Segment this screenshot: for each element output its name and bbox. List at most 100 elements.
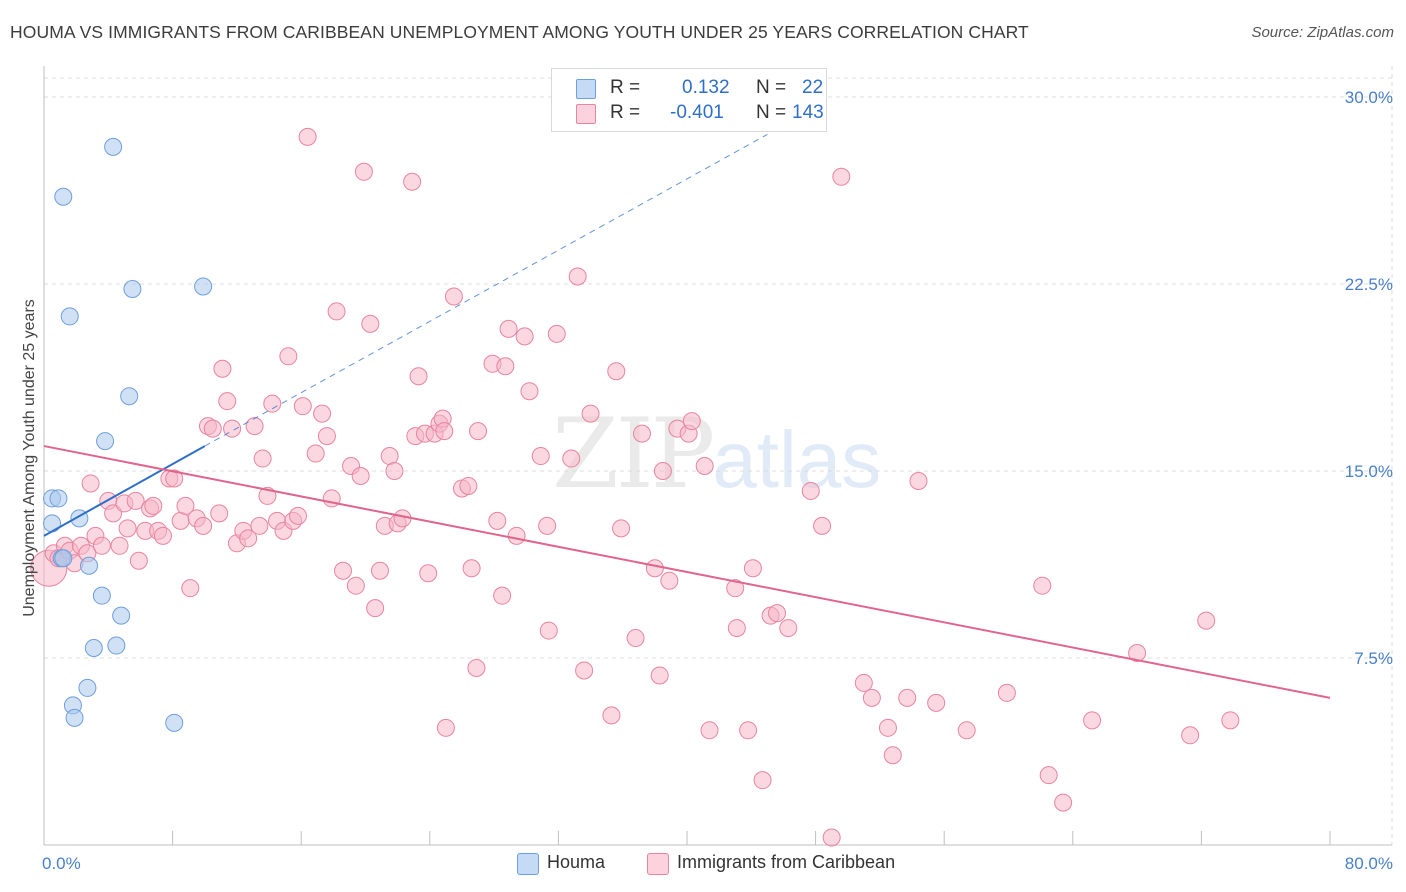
point-caribbean xyxy=(210,504,229,523)
point-caribbean xyxy=(531,447,550,466)
point-caribbean xyxy=(293,397,312,416)
point-caribbean xyxy=(607,362,626,381)
point-caribbean xyxy=(602,706,621,725)
point-houma xyxy=(65,708,84,727)
point-houma xyxy=(49,489,68,508)
legend-r-label: R = xyxy=(610,77,641,98)
point-caribbean xyxy=(1197,611,1216,630)
point-houma xyxy=(112,606,131,625)
point-caribbean xyxy=(444,287,463,306)
point-houma xyxy=(104,137,123,156)
point-caribbean xyxy=(779,619,798,638)
point-caribbean xyxy=(351,466,370,485)
point-caribbean xyxy=(632,424,651,443)
point-caribbean xyxy=(165,469,184,488)
tick-labels: 7.5% 15.0% 22.5% 30.0% 0.0% 80.0% xyxy=(42,88,1393,873)
point-caribbean xyxy=(538,516,557,535)
point-houma xyxy=(92,586,111,605)
point-caribbean xyxy=(1033,576,1052,595)
point-caribbean xyxy=(279,347,298,366)
point-caribbean xyxy=(488,511,507,530)
point-caribbean xyxy=(753,771,772,790)
point-caribbean xyxy=(660,571,679,590)
point-caribbean xyxy=(682,412,701,431)
point-houma xyxy=(43,514,62,533)
point-caribbean xyxy=(1054,793,1073,812)
point-houma xyxy=(123,279,142,298)
point-caribbean xyxy=(739,721,758,740)
axes xyxy=(43,66,1392,846)
legend-swatch-houma xyxy=(576,79,596,99)
point-caribbean xyxy=(81,474,100,493)
point-houma xyxy=(78,678,97,697)
point-caribbean xyxy=(118,519,137,538)
point-houma xyxy=(107,636,126,655)
point-caribbean xyxy=(695,457,714,476)
bottom-legend-label-caribbean: Immigrants from Caribbean xyxy=(677,852,896,872)
legend-n-label: N = xyxy=(756,102,787,123)
point-caribbean xyxy=(854,673,873,692)
point-caribbean xyxy=(496,357,515,376)
bottom-legend-swatch-caribbean xyxy=(647,853,669,875)
point-caribbean xyxy=(239,529,258,548)
point-caribbean xyxy=(768,604,787,623)
point-caribbean xyxy=(743,559,762,578)
point-caribbean xyxy=(203,419,222,438)
point-caribbean xyxy=(822,828,841,847)
point-caribbean xyxy=(1181,726,1200,745)
point-caribbean xyxy=(1083,711,1102,730)
y-tick-label: 30.0% xyxy=(1345,88,1393,107)
point-caribbean xyxy=(515,327,534,346)
point-caribbean xyxy=(459,476,478,495)
point-caribbean xyxy=(250,516,269,535)
point-caribbean xyxy=(700,721,719,740)
point-caribbean xyxy=(306,444,325,463)
point-caribbean xyxy=(653,462,672,480)
point-caribbean xyxy=(92,536,111,555)
point-houma xyxy=(80,556,99,575)
point-caribbean xyxy=(467,658,486,677)
point-caribbean xyxy=(927,693,946,712)
point-caribbean xyxy=(317,427,336,446)
point-caribbean xyxy=(144,496,163,515)
point-caribbean xyxy=(126,491,145,510)
point-caribbean xyxy=(726,579,745,598)
point-caribbean xyxy=(218,392,237,411)
point-houma xyxy=(194,277,213,296)
point-caribbean xyxy=(883,746,902,765)
point-caribbean xyxy=(327,302,346,321)
point-caribbean xyxy=(645,559,664,578)
point-caribbean xyxy=(366,599,385,618)
point-houma xyxy=(165,713,184,732)
point-caribbean xyxy=(1128,644,1147,663)
point-houma xyxy=(120,387,139,406)
point-caribbean xyxy=(832,167,851,186)
point-caribbean xyxy=(547,324,566,343)
y-tick-label: 15.0% xyxy=(1345,462,1393,481)
point-caribbean xyxy=(581,404,600,423)
point-houma xyxy=(54,549,73,568)
watermark-atlas: atlas xyxy=(712,415,882,504)
point-caribbean xyxy=(298,127,317,146)
point-caribbean xyxy=(380,447,399,466)
point-caribbean xyxy=(650,666,669,685)
legend-r-value: 0.132 xyxy=(682,77,730,98)
point-caribbean xyxy=(354,162,373,181)
point-caribbean xyxy=(333,561,352,580)
trend-lines xyxy=(43,133,1331,699)
chart-title: HOUMA VS IMMIGRANTS FROM CARIBBEAN UNEMP… xyxy=(10,22,1029,42)
point-caribbean xyxy=(104,504,123,523)
point-caribbean xyxy=(997,683,1016,702)
point-houma xyxy=(84,639,103,658)
point-caribbean xyxy=(909,471,928,490)
point-caribbean xyxy=(409,367,428,386)
point-caribbean xyxy=(539,621,558,640)
source-label: Source: ZipAtlas.com xyxy=(1251,24,1394,41)
trend-line-caribbean xyxy=(43,445,1331,699)
point-houma xyxy=(96,432,115,451)
point-caribbean xyxy=(419,564,438,583)
x-tick-label: 80.0% xyxy=(1345,854,1393,873)
legend-n-value: 143 xyxy=(792,102,824,123)
point-caribbean xyxy=(862,688,881,707)
